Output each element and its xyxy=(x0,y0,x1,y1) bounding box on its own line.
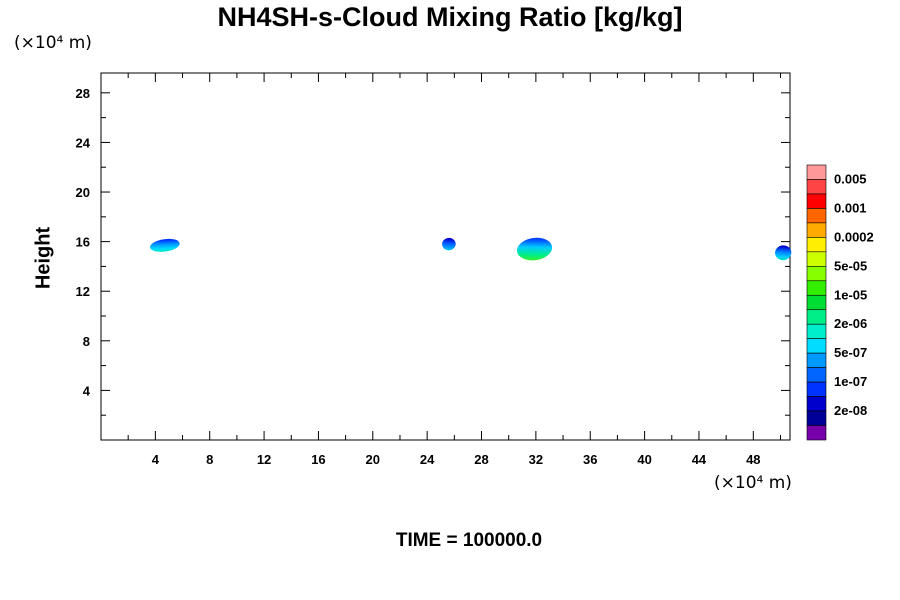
x-axis-unit: (×10⁴ m) xyxy=(714,473,792,493)
colorbar-swatch xyxy=(806,425,827,441)
colorbar-swatch xyxy=(806,251,827,267)
x-tick-label: 20 xyxy=(366,452,380,467)
colorbar-swatch xyxy=(806,323,827,339)
x-tick-label: 24 xyxy=(420,452,435,467)
x-tick-label: 48 xyxy=(746,452,760,467)
time-label: TIME = 100000.0 xyxy=(395,530,543,551)
cloud-region xyxy=(150,238,180,252)
y-tick-label: 4 xyxy=(83,383,91,398)
x-tick-label: 16 xyxy=(311,452,325,467)
x-tick-label: 44 xyxy=(692,452,707,467)
x-tick-label: 12 xyxy=(257,452,271,467)
y-tick-label: 24 xyxy=(76,135,91,150)
colorbar-swatch xyxy=(806,396,827,412)
x-tick-label: 4 xyxy=(152,452,160,467)
colorbar-swatch xyxy=(806,222,827,238)
y-tick-label: 20 xyxy=(76,185,90,200)
colorbar-label: 5e-07 xyxy=(834,345,867,360)
y-axis-unit: (×10⁴ m) xyxy=(14,33,92,53)
colorbar-swatch xyxy=(806,280,827,296)
colorbar-swatch xyxy=(806,208,827,224)
y-tick-label: 16 xyxy=(76,235,90,250)
x-tick-label: 40 xyxy=(637,452,651,467)
colorbar-label: 1e-07 xyxy=(834,374,867,389)
colorbar-swatch xyxy=(806,193,827,209)
colorbar-swatch xyxy=(806,410,827,426)
x-tick-label: 32 xyxy=(529,452,543,467)
colorbar-label: 0.0002 xyxy=(834,229,874,244)
x-tick-label: 28 xyxy=(474,452,488,467)
y-tick-label: 12 xyxy=(76,284,90,299)
colorbar-swatch xyxy=(806,338,827,354)
colorbar-swatch xyxy=(806,309,827,325)
cloud-region xyxy=(442,237,456,251)
plot-frame xyxy=(100,72,791,441)
colorbar-label: 2e-06 xyxy=(834,316,867,331)
colorbar-swatch xyxy=(806,367,827,383)
colorbar-swatch xyxy=(806,352,827,368)
colorbar-label: 2e-08 xyxy=(834,403,867,418)
x-tick-label: 8 xyxy=(206,452,213,467)
colorbar-swatch xyxy=(806,179,827,195)
colorbar-label: 0.001 xyxy=(834,200,867,215)
x-tick-label: 36 xyxy=(583,452,597,467)
cloud-region xyxy=(516,237,553,261)
colorbar-swatch xyxy=(806,164,827,180)
colorbar-swatch xyxy=(806,381,827,397)
chart-title: NH4SH-s-Cloud Mixing Ratio [kg/kg] xyxy=(217,2,683,32)
colorbar-swatch xyxy=(806,266,827,282)
colorbar-swatch xyxy=(806,294,827,311)
colorbar-label: 0.005 xyxy=(834,171,867,186)
y-tick-label: 28 xyxy=(76,86,90,101)
colorbar-swatch xyxy=(806,237,827,253)
colorbar-label: 1e-05 xyxy=(834,287,867,302)
y-tick-label: 8 xyxy=(83,334,90,349)
cloud-region xyxy=(775,245,792,261)
colorbar-label: 5e-05 xyxy=(834,258,867,273)
